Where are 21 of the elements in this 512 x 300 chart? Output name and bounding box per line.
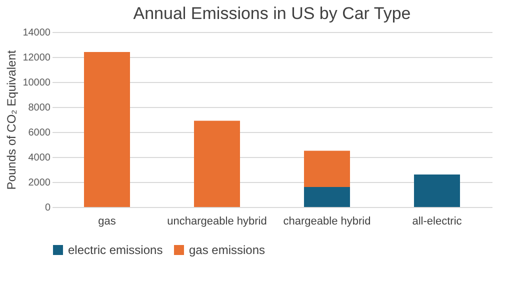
x-tick-label: unchargeable hybrid <box>167 216 267 228</box>
bar <box>84 52 130 207</box>
x-tick-label: chargeable hybrid <box>283 216 371 228</box>
bar <box>194 120 240 207</box>
y-axis-title: Pounds of CO₂ Equivalent <box>4 50 19 190</box>
y-tick-label: 6000 <box>28 128 51 138</box>
legend-label: electric emissions <box>68 243 163 257</box>
x-tick-label: all-electric <box>412 216 462 228</box>
x-tick-label: gas <box>98 216 116 228</box>
bar <box>304 187 350 207</box>
y-tick-label: 12000 <box>22 52 51 64</box>
bar <box>304 150 350 187</box>
chart-title: Annual Emissions in US by Car Type <box>133 4 411 23</box>
y-tick-label: 2000 <box>28 178 51 188</box>
y-tick-label: 8000 <box>28 102 51 114</box>
y-tick-label: 10000 <box>22 78 51 88</box>
y-tick-label: 14000 <box>22 28 51 38</box>
legend-label: gas emissions <box>189 243 266 257</box>
y-tick-label: 4000 <box>28 152 51 164</box>
bar <box>414 174 460 207</box>
y-tick-label: 0 <box>44 202 51 214</box>
